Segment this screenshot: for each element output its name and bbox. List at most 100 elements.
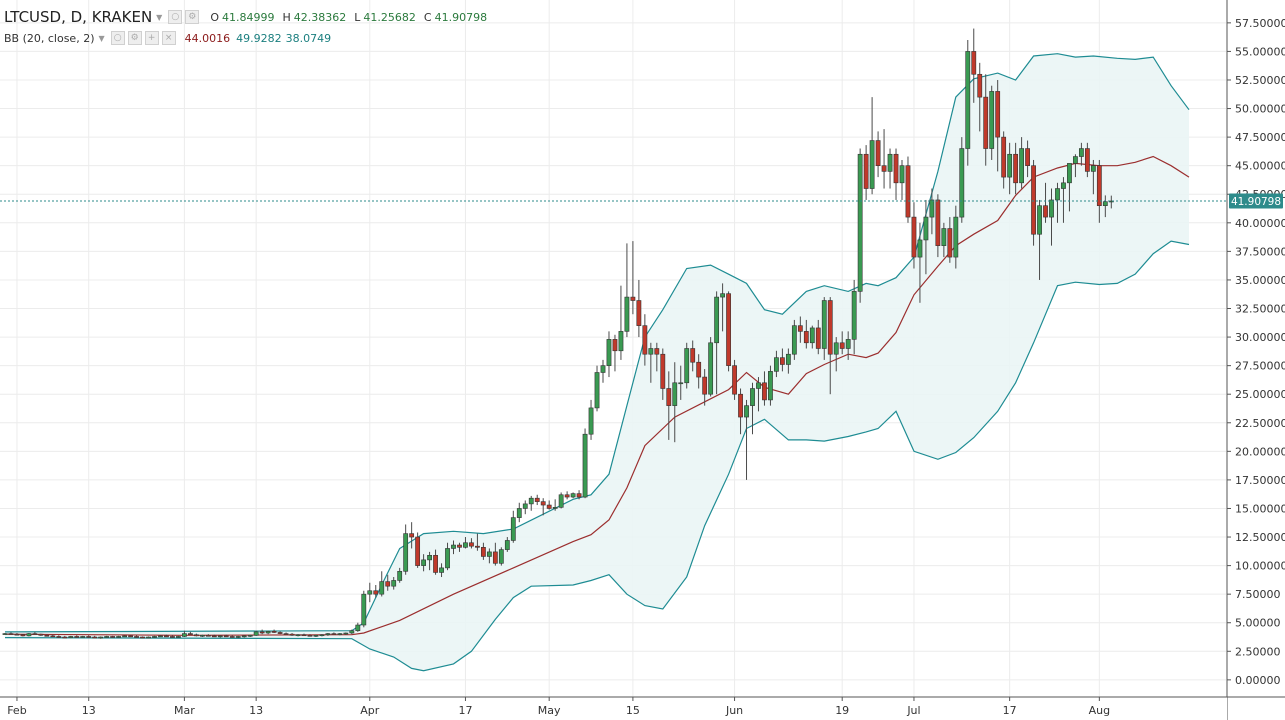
candle: [833, 337, 839, 372]
candle-body: [247, 634, 253, 637]
candle-body: [510, 517, 516, 541]
candle-body: [1067, 163, 1072, 184]
chevron-down-icon[interactable]: ▼: [98, 33, 105, 43]
candle-body: [516, 508, 522, 518]
chevron-down-icon[interactable]: ▼: [156, 12, 163, 22]
candle-body: [498, 549, 504, 564]
plus-icon[interactable]: +: [144, 31, 159, 45]
candle: [301, 633, 307, 637]
candle-body: [122, 635, 127, 638]
candle-body: [229, 636, 235, 638]
indicator-title[interactable]: BB (20, close, 2): [4, 31, 95, 45]
candle-body: [1073, 156, 1078, 164]
candle-body: [797, 325, 803, 332]
candle-body: [528, 497, 534, 505]
candle-body: [768, 371, 773, 401]
candle: [265, 630, 271, 635]
candle: [92, 635, 98, 639]
candle: [457, 542, 462, 552]
candle: [576, 490, 582, 500]
candle: [762, 371, 767, 406]
price-scale[interactable]: [1227, 0, 1285, 697]
candle-body: [391, 580, 397, 587]
candle-body: [457, 544, 462, 548]
candle: [977, 62, 983, 132]
candle: [881, 129, 887, 189]
candle-body: [104, 636, 110, 638]
candle: [522, 500, 528, 515]
candle-body: [1084, 148, 1090, 172]
candle-body: [624, 296, 630, 332]
candle-body: [134, 636, 139, 638]
close-icon[interactable]: ×: [161, 31, 176, 45]
ohlc-high-label: H: [282, 10, 291, 24]
candle: [1043, 182, 1048, 223]
candle-body: [38, 633, 44, 636]
candle: [851, 279, 857, 355]
candle: [917, 222, 923, 303]
candle-body: [983, 96, 989, 149]
candle: [146, 636, 151, 639]
candle-body: [475, 545, 480, 548]
candle-body: [32, 633, 38, 635]
gear-icon[interactable]: ⚙: [185, 10, 200, 24]
y-tick-label: 50.00000: [1235, 103, 1285, 116]
candle-body: [44, 634, 50, 637]
candle-body: [295, 634, 301, 637]
symbol-title[interactable]: LTCUSD, D, KRAKEN: [4, 8, 153, 26]
candle-body: [815, 327, 821, 349]
candle: [905, 156, 911, 223]
candle-body: [977, 73, 983, 98]
candle: [445, 542, 450, 571]
y-tick-label: 15.00000: [1235, 502, 1285, 515]
candle-body: [74, 636, 80, 638]
candle: [122, 635, 127, 638]
candle-body: [678, 382, 684, 385]
candle: [217, 635, 223, 638]
candle: [875, 131, 881, 178]
candle: [570, 492, 576, 499]
candle: [1061, 177, 1066, 223]
eye-icon[interactable]: ○: [168, 10, 183, 24]
x-tick-label: Mar: [174, 704, 195, 717]
candle: [26, 633, 32, 637]
candle-body: [935, 199, 941, 246]
candle: [911, 202, 917, 269]
eye-icon[interactable]: ○: [110, 31, 125, 45]
candle: [965, 39, 971, 166]
candle: [319, 634, 325, 637]
ohlc-low-label: L: [354, 10, 361, 24]
candle: [630, 241, 636, 315]
candle: [56, 635, 62, 638]
candle-body: [869, 140, 875, 189]
candle: [546, 500, 552, 510]
candle: [516, 502, 522, 523]
candle-body: [325, 633, 331, 636]
gear-icon[interactable]: ⚙: [127, 31, 142, 45]
indicator-lower-value: 38.0749: [285, 31, 332, 45]
candle: [128, 635, 133, 638]
candle-body: [821, 300, 827, 349]
indicator-basis-value: 44.0016: [184, 31, 231, 45]
candle-body: [1031, 165, 1036, 235]
candle: [313, 634, 319, 638]
candle: [678, 365, 684, 400]
candle: [104, 635, 110, 638]
candle-body: [833, 342, 839, 355]
candle: [809, 325, 815, 349]
candle: [660, 348, 666, 400]
candle-body: [989, 91, 995, 149]
candle-body: [193, 634, 199, 637]
candle-body: [504, 540, 510, 550]
candle-body: [62, 636, 68, 639]
time-scale[interactable]: [0, 697, 1227, 720]
candle-body: [726, 293, 731, 366]
ohlc-open-label: O: [210, 10, 219, 24]
candle-body: [552, 507, 558, 509]
candle: [1055, 182, 1060, 223]
candle: [158, 635, 163, 638]
candle: [971, 28, 977, 103]
candle: [953, 205, 959, 269]
candle: [606, 331, 612, 378]
